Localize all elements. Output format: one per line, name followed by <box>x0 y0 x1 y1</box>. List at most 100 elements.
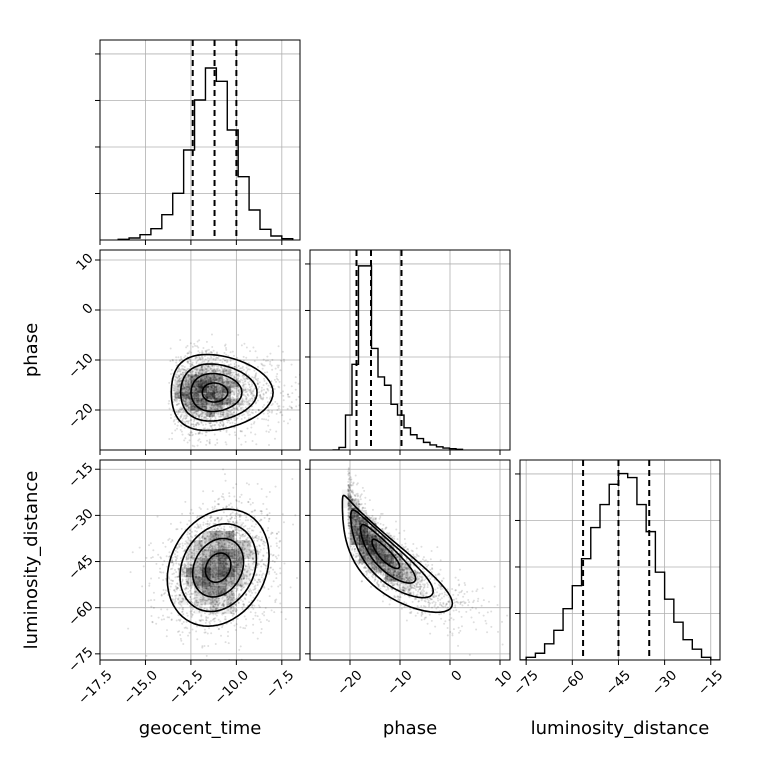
sample-point <box>194 373 197 376</box>
sample-point <box>189 342 192 345</box>
sample-point <box>268 490 271 493</box>
sample-point <box>206 401 209 404</box>
sample-point <box>231 581 234 584</box>
sample-point <box>236 395 239 398</box>
sample-point <box>210 413 213 416</box>
sample-point <box>223 387 226 390</box>
sample-point <box>232 407 235 410</box>
sample-point <box>261 417 264 420</box>
sample-point <box>205 413 208 416</box>
sample-point <box>177 375 180 378</box>
sample-point <box>213 408 216 411</box>
sample-point <box>188 384 191 387</box>
sample-point <box>244 383 247 386</box>
sample-point <box>229 554 232 557</box>
sample-point <box>250 391 253 394</box>
sample-point <box>147 599 150 602</box>
sample-point <box>184 380 187 383</box>
sample-point <box>224 532 227 535</box>
sample-point <box>214 385 217 388</box>
sample-point <box>208 553 211 556</box>
sample-point <box>239 402 242 405</box>
sample-point <box>211 427 214 430</box>
sample-point <box>186 404 189 407</box>
sample-point <box>203 376 206 379</box>
sample-point <box>216 438 219 441</box>
sample-point <box>185 403 188 406</box>
sample-point <box>233 362 236 365</box>
sample-point <box>184 402 187 405</box>
sample-point <box>211 402 214 405</box>
sample-point <box>228 389 231 392</box>
sample-point <box>215 378 218 381</box>
sample-point <box>228 400 231 403</box>
sample-point <box>188 384 191 387</box>
sample-point <box>186 396 189 399</box>
sample-point <box>219 591 222 594</box>
sample-point <box>223 394 226 397</box>
sample-point <box>225 353 228 356</box>
sample-point <box>286 422 289 425</box>
sample-point <box>254 536 257 539</box>
sample-point <box>282 420 285 423</box>
sample-point <box>247 414 250 417</box>
sample-point <box>234 361 237 364</box>
sample-point <box>236 617 239 620</box>
sample-point <box>247 389 250 392</box>
sample-point <box>185 387 188 390</box>
sample-point <box>216 390 219 393</box>
sample-point <box>214 565 217 568</box>
sample-point <box>206 402 209 405</box>
sample-point <box>148 582 151 585</box>
sample-point <box>195 383 198 386</box>
sample-point <box>218 386 221 389</box>
sample-point <box>224 579 227 582</box>
sample-point <box>201 365 204 368</box>
sample-point <box>190 402 193 405</box>
sample-point <box>236 392 239 395</box>
sample-point <box>228 385 231 388</box>
sample-point <box>259 510 262 513</box>
sample-point <box>239 645 242 648</box>
sample-point <box>246 553 249 556</box>
sample-point <box>229 363 232 366</box>
sample-point <box>185 393 188 396</box>
sample-point <box>190 400 193 403</box>
sample-point <box>210 357 213 360</box>
sample-point <box>228 535 231 538</box>
sample-point <box>196 386 199 389</box>
sample-point <box>205 351 208 354</box>
sample-point <box>218 395 221 398</box>
sample-point <box>177 410 180 413</box>
sample-point <box>242 393 245 396</box>
sample-point <box>189 409 192 412</box>
sample-point <box>214 359 217 362</box>
sample-point <box>213 405 216 408</box>
sample-point <box>180 373 183 376</box>
sample-point <box>195 374 198 377</box>
sample-point <box>228 370 231 373</box>
sample-point <box>211 398 214 401</box>
sample-point <box>204 407 207 410</box>
sample-point <box>227 382 230 385</box>
sample-point <box>190 403 193 406</box>
sample-point <box>236 385 239 388</box>
sample-point <box>221 493 224 496</box>
sample-point <box>189 567 192 570</box>
histogram-panel-phase <box>305 249 511 455</box>
sample-point <box>212 370 215 373</box>
density-block <box>230 386 239 393</box>
sample-point <box>193 368 196 371</box>
sample-point <box>230 386 233 389</box>
sample-point <box>177 384 180 387</box>
sample-point <box>225 368 228 371</box>
sample-point <box>236 577 239 580</box>
sample-point <box>233 386 236 389</box>
sample-point <box>204 395 207 398</box>
sample-point <box>184 386 187 389</box>
sample-point <box>194 581 197 584</box>
sample-point <box>180 368 183 371</box>
sample-point <box>204 376 207 379</box>
sample-point <box>187 373 190 376</box>
